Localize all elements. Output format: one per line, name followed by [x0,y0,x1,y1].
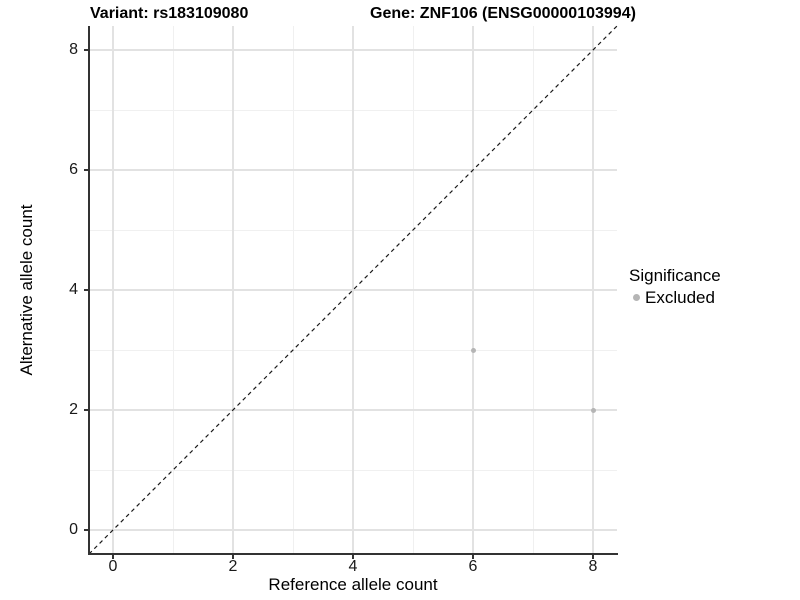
x-axis-tick-label: 0 [108,558,118,575]
y-axis-tick [83,529,88,531]
x-axis-tick-label: 6 [468,558,478,575]
major-gridline-horizontal [89,289,617,291]
legend-item: Excluded [629,288,721,307]
y-axis-tick-label: 6 [69,161,78,178]
legend-items: Excluded [629,288,721,307]
major-gridline-horizontal [89,169,617,171]
y-axis-tick-label: 4 [69,281,78,298]
y-axis-tick [83,169,88,171]
y-axis-tick-label: 0 [69,521,78,538]
plot-panel [88,25,618,555]
x-axis-line [88,553,618,555]
x-axis-tick [232,554,234,559]
x-axis-tick [472,554,474,559]
identity-dashed-line [88,25,618,555]
plot-title-variant: Variant: rs183109080 [90,5,249,22]
major-gridline-horizontal [89,529,617,531]
y-axis-tick [83,49,88,51]
data-point [470,347,476,353]
major-gridline-horizontal [89,409,617,411]
legend-item-label: Excluded [645,288,715,307]
y-axis-tick [83,409,88,411]
legend-key-dot [633,294,640,301]
legend-title: Significance [629,266,721,285]
x-axis-title: Reference allele count [268,575,438,594]
x-axis-tick-label: 4 [348,558,358,575]
major-gridline-horizontal [89,49,617,51]
data-point [590,407,596,413]
x-axis-tick-label: 2 [228,558,238,575]
x-axis-tick-label: 8 [588,558,598,575]
x-axis-tick [592,554,594,559]
y-axis-tick [83,289,88,291]
legend: Significance Excluded [629,266,721,307]
x-axis-tick [112,554,114,559]
y-axis-tick-label: 2 [69,401,78,418]
y-axis-line [88,26,90,555]
plot-title-gene: Gene: ZNF106 (ENSG00000103994) [370,5,636,22]
y-axis-tick-label: 8 [69,41,78,58]
x-axis-tick [352,554,354,559]
